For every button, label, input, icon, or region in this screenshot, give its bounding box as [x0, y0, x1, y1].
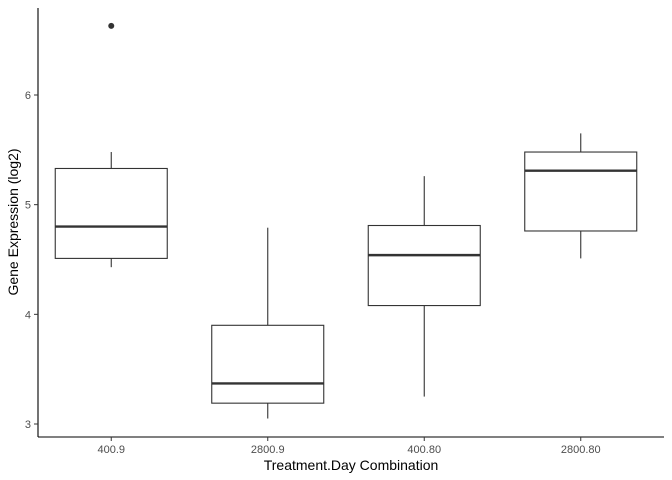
outlier-point: [108, 22, 115, 29]
x-tick-label: 2800.9: [251, 444, 285, 456]
x-tick-label: 400.9: [97, 444, 125, 456]
x-axis-ticks: 400.9 2800.9 400.80 2800.80: [97, 437, 601, 456]
y-axis-ticks: 3 4 5 6: [25, 90, 38, 431]
y-tick-label: 6: [25, 90, 31, 102]
box-iqr: [54, 167, 168, 259]
box-group-400.80: [367, 176, 481, 397]
y-tick-label: 3: [25, 419, 31, 431]
box-group-400.9: [54, 22, 168, 268]
y-tick-label: 5: [25, 200, 31, 212]
box-iqr: [367, 224, 481, 307]
x-tick-label: 400.80: [407, 444, 441, 456]
x-tick-label: 2800.80: [561, 444, 601, 456]
box-group-2800.80: [524, 133, 638, 259]
y-tick-label: 4: [25, 309, 31, 321]
x-axis-title: Treatment.Day Combination: [264, 457, 439, 473]
box-iqr: [524, 151, 638, 232]
y-axis-title: Gene Expression (log2): [5, 148, 21, 295]
box-iqr: [211, 324, 325, 404]
plot-area: [54, 22, 638, 419]
box-group-2800.9: [211, 227, 325, 419]
